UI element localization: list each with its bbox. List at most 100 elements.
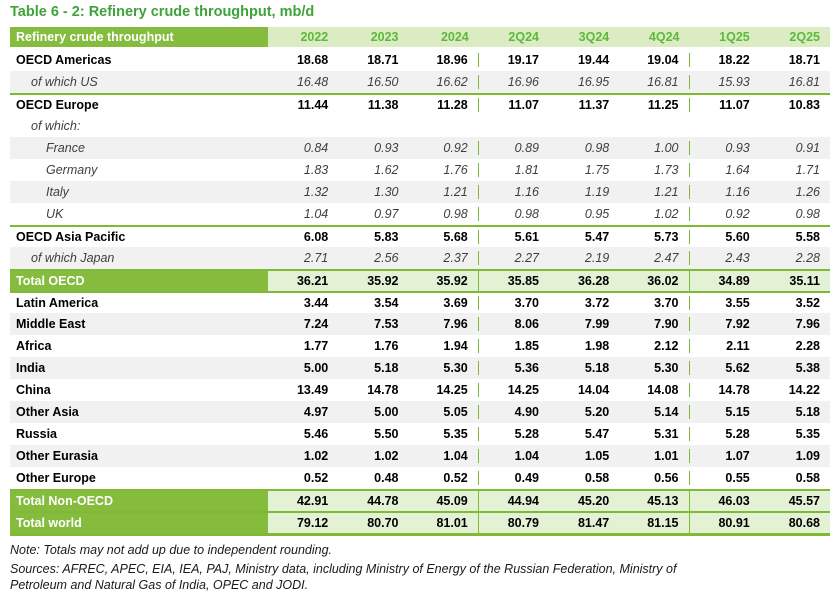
value-cell: 0.49 (514, 471, 539, 485)
value-cell: 35.85 (478, 271, 549, 291)
value-cell: 1.94 (409, 339, 479, 353)
value-cell: 0.92 (725, 207, 750, 221)
table-row-total-world: Total world 79.12 80.70 81.01 80.79 81.47 81.1… (10, 511, 830, 533)
value-cell: 46.03 (689, 491, 760, 511)
value-cell: 14.78 (367, 383, 399, 397)
table-row-oecd-americas: OECD Americas 18.68 18.71 18.96 19.17 19.44 19… (10, 49, 830, 71)
column-header-2q25: 2Q25 (759, 27, 830, 47)
value-cell: 1.64 (725, 163, 750, 177)
value-cell: 1.05 (584, 449, 610, 463)
row-label: of which US (31, 75, 98, 89)
value-cell: 5.30 (409, 361, 479, 375)
value-cell: 0.58 (584, 471, 610, 485)
value-cell: 2.28 (795, 339, 820, 353)
table-row-latin-america: Latin America 3.44 3.54 3.69 3.70 3.72 3.70 3.5… (10, 291, 830, 313)
value-cell: 0.93 (374, 141, 399, 155)
value-cell: 1.02 (619, 207, 690, 221)
value-cell: 4.90 (514, 405, 539, 419)
value-cell: 0.98 (409, 207, 479, 221)
value-cell: 79.12 (268, 513, 339, 533)
value-cell: 81.01 (408, 513, 479, 533)
value-cell: 35.11 (759, 271, 830, 291)
value-cell: 1.02 (374, 449, 399, 463)
value-cell: 1.81 (514, 163, 539, 177)
value-cell: 1.76 (374, 339, 399, 353)
row-label: OECD Europe (16, 98, 99, 112)
value-cell: 0.48 (374, 471, 399, 485)
row-label: India (16, 361, 46, 375)
value-cell: 0.52 (303, 471, 329, 485)
value-cell: 3.55 (725, 296, 750, 310)
value-cell: 1.04 (303, 207, 329, 221)
table-row-uk: UK 1.04 0.97 0.98 0.98 0.95 1.02 0.92 0.98 (10, 203, 830, 225)
value-cell: 7.99 (584, 317, 610, 331)
value-cell: 14.25 (507, 383, 539, 397)
table-row-oecd-europe: OECD Europe 11.44 11.38 11.28 11.07 11.37 11.2… (10, 93, 830, 115)
value-cell: 14.22 (788, 383, 820, 397)
value-cell: 14.78 (718, 383, 750, 397)
table-row-of-which-us: of which US 16.48 16.50 16.62 16.96 16.95 16.8… (10, 71, 830, 93)
value-cell: 7.96 (409, 317, 479, 331)
column-header-2024: 2024 (408, 27, 479, 47)
value-cell: 1.71 (795, 163, 820, 177)
row-label: of which Japan (31, 251, 115, 265)
table-row-china: China 13.49 14.78 14.25 14.25 14.04 14.08 14.78… (10, 379, 830, 401)
value-cell: 2.37 (409, 251, 479, 265)
value-cell: 11.37 (578, 98, 610, 112)
row-label: of which: (31, 119, 81, 133)
table-header-row: Refinery crude throughput 2022 2023 2024 2Q… (10, 27, 830, 49)
value-cell: 18.71 (788, 53, 820, 67)
value-cell: 5.46 (303, 427, 329, 441)
value-cell: 1.26 (795, 185, 820, 199)
value-cell: 5.35 (795, 427, 820, 441)
value-cell: 5.15 (725, 405, 750, 419)
value-cell: 45.57 (759, 491, 830, 511)
value-cell: 16.81 (619, 75, 690, 89)
value-cell: 1.73 (619, 163, 690, 177)
value-cell: 5.30 (619, 361, 690, 375)
row-label: OECD Asia Pacific (16, 230, 126, 244)
value-cell: 7.96 (795, 317, 820, 331)
value-cell: 0.52 (409, 471, 479, 485)
table-row-other-europe: Other Europe 0.52 0.48 0.52 0.49 0.58 0.56 0.55… (10, 467, 830, 489)
value-cell: 45.09 (408, 491, 479, 511)
value-cell: 0.89 (514, 141, 539, 155)
value-cell: 11.25 (619, 98, 690, 112)
value-cell: 0.58 (795, 471, 820, 485)
value-cell: 35.92 (408, 271, 479, 291)
value-cell: 1.85 (514, 339, 539, 353)
value-cell: 3.70 (514, 296, 539, 310)
value-cell: 0.91 (795, 141, 820, 155)
value-cell: 80.79 (478, 513, 549, 533)
value-cell: 11.28 (409, 98, 479, 112)
value-cell: 5.73 (619, 230, 690, 244)
value-cell: 1.16 (514, 185, 539, 199)
value-cell: 5.28 (514, 427, 539, 441)
value-cell: 11.07 (719, 98, 750, 112)
value-cell: 2.28 (795, 251, 820, 265)
value-cell: 5.31 (619, 427, 690, 441)
value-cell: 16.95 (577, 75, 610, 89)
value-cell: 3.69 (409, 296, 479, 310)
value-cell: 35.92 (338, 271, 409, 291)
value-cell: 81.15 (619, 513, 690, 533)
value-cell: 7.24 (303, 317, 329, 331)
row-label: Russia (16, 427, 57, 441)
value-cell: 5.62 (725, 361, 750, 375)
value-cell: 0.95 (584, 207, 610, 221)
value-cell: 18.22 (718, 53, 750, 67)
value-cell: 34.89 (689, 271, 760, 291)
value-cell: 5.60 (725, 230, 750, 244)
table-row-of-which-japan: of which Japan 2.71 2.56 2.37 2.27 2.19 2.47 2.… (10, 247, 830, 269)
value-cell: 1.04 (409, 449, 479, 463)
value-cell: 44.94 (478, 491, 549, 511)
value-cell: 3.70 (619, 296, 690, 310)
value-cell: 1.01 (619, 449, 690, 463)
row-label: Other Eurasia (16, 449, 98, 463)
value-cell: 10.83 (788, 98, 820, 112)
value-cell: 3.54 (374, 296, 399, 310)
table-title: Table 6 - 2: Refinery crude throughput, … (10, 4, 315, 20)
value-cell: 45.20 (549, 491, 620, 511)
value-cell: 0.98 (584, 141, 610, 155)
